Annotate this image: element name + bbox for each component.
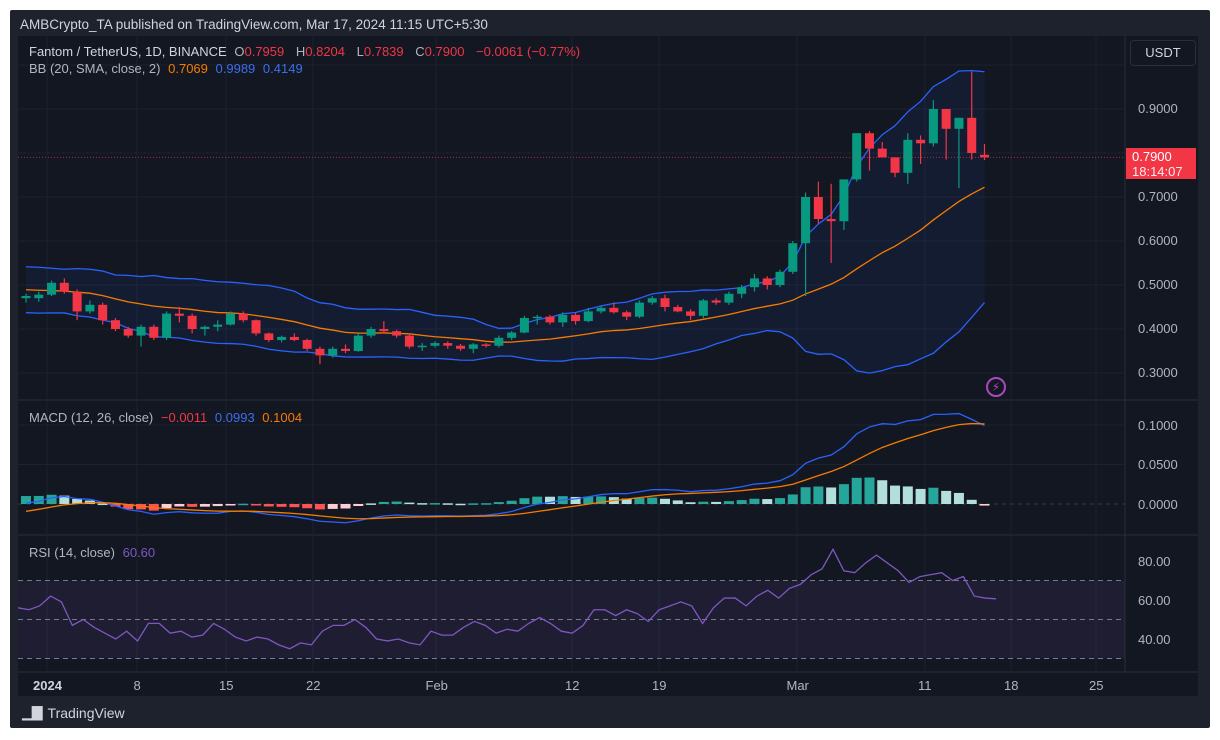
time-tick: 19	[652, 678, 667, 693]
time-tick: 15	[219, 678, 234, 693]
price-tick: 0.5000	[1138, 277, 1178, 292]
time-tick: 11	[918, 678, 932, 693]
chart-svg	[18, 36, 1198, 696]
macd-tick: 0.0500	[1138, 457, 1178, 472]
chart-canvas[interactable]	[18, 36, 1198, 696]
price-tick: 0.7000	[1138, 189, 1178, 204]
symbol-legend[interactable]: Fantom / TetherUS, 1D, BINANCE O0.7959 H…	[29, 44, 584, 59]
time-tick: Feb	[425, 678, 448, 693]
symbol-title: Fantom / TetherUS, 1D, BINANCE	[29, 44, 227, 59]
macd-legend[interactable]: MACD (12, 26, close) −0.0011 0.0993 0.10…	[29, 410, 306, 425]
currency-button[interactable]: USDT	[1130, 40, 1196, 66]
bb-upper-value: 0.9989	[215, 61, 256, 76]
macd-tick: 0.1000	[1138, 418, 1178, 433]
time-tick: 2024	[33, 678, 62, 693]
rsi-tick: 60.00	[1138, 593, 1171, 608]
bb-title: BB (20, SMA, close, 2)	[29, 61, 161, 76]
tradingview-logo-icon: ▁▇	[22, 704, 43, 720]
macd-title: MACD (12, 26, close)	[29, 410, 154, 425]
rsi-legend[interactable]: RSI (14, close) 60.60	[29, 545, 159, 560]
macd-signal-value: 0.1004	[262, 410, 303, 425]
rsi-tick: 80.00	[1138, 554, 1171, 569]
price-tick: 0.6000	[1138, 233, 1178, 248]
price-change: −0.0061 (−0.77%)	[476, 44, 581, 59]
rsi-tick: 40.00	[1138, 632, 1171, 647]
time-tick: 22	[306, 678, 321, 693]
time-tick: 8	[133, 678, 141, 693]
time-tick: Mar	[786, 678, 809, 693]
macd-line-value: 0.0993	[214, 410, 255, 425]
ohlc-low: L0.7839	[356, 44, 404, 59]
time-tick: 12	[565, 678, 580, 693]
price-tick: 0.4000	[1138, 321, 1178, 336]
bar-countdown: 18:14:07	[1132, 164, 1183, 179]
lightning-icon[interactable]: ⚡︎	[986, 377, 1006, 397]
last-price-tag: 0.7900 18:14:07	[1126, 148, 1196, 179]
macd-tick: 0.0000	[1138, 497, 1178, 512]
footer: ▁▇ TradingView	[22, 704, 125, 721]
price-tick: 0.9000	[1138, 101, 1178, 116]
ohlc-high: H0.8204	[295, 44, 346, 59]
ohlc-close: C0.7900	[415, 44, 465, 59]
bb-legend[interactable]: BB (20, SMA, close, 2) 0.7069 0.9989 0.4…	[29, 61, 307, 76]
bb-lower-value: 0.4149	[262, 61, 303, 76]
macd-histogram-value: −0.0011	[160, 410, 208, 425]
time-tick: 25	[1089, 678, 1104, 693]
publisher-line: AMBCrypto_TA published on TradingView.co…	[20, 17, 488, 32]
rsi-title: RSI (14, close)	[29, 545, 115, 560]
price-tick: 0.3000	[1138, 365, 1178, 380]
time-tick: 18	[1004, 678, 1019, 693]
bb-basis-value: 0.7069	[168, 61, 208, 76]
ohlc-open: O0.7959	[234, 44, 285, 59]
last-price: 0.7900	[1132, 149, 1172, 164]
footer-brand: TradingView	[47, 704, 125, 721]
rsi-value: 60.60	[122, 545, 156, 560]
